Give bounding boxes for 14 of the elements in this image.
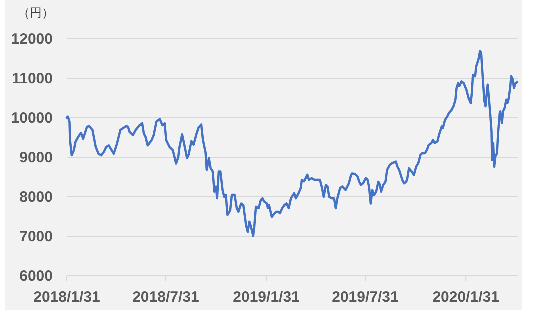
x-tick-label: 2019/1/31 bbox=[233, 289, 300, 306]
x-tick-label: 2019/7/31 bbox=[332, 289, 399, 306]
y-tick-label: 7000 bbox=[20, 228, 53, 246]
y-tick-label: 10000 bbox=[11, 110, 53, 127]
y-tick-label: 8000 bbox=[20, 189, 53, 206]
y-tick-label: 6000 bbox=[20, 268, 53, 285]
y-axis-title: （円） bbox=[18, 6, 54, 20]
x-tick-label: 2018/1/31 bbox=[34, 289, 100, 306]
y-tick-label: 12000 bbox=[11, 31, 53, 48]
line-series bbox=[66, 50, 519, 238]
x-tick-label: 2020/1/31 bbox=[432, 289, 500, 306]
y-tick-label: 9000 bbox=[20, 150, 53, 166]
y-tick-label: 11000 bbox=[12, 70, 53, 88]
x-tick-label: 2018/7/31 bbox=[132, 289, 200, 306]
